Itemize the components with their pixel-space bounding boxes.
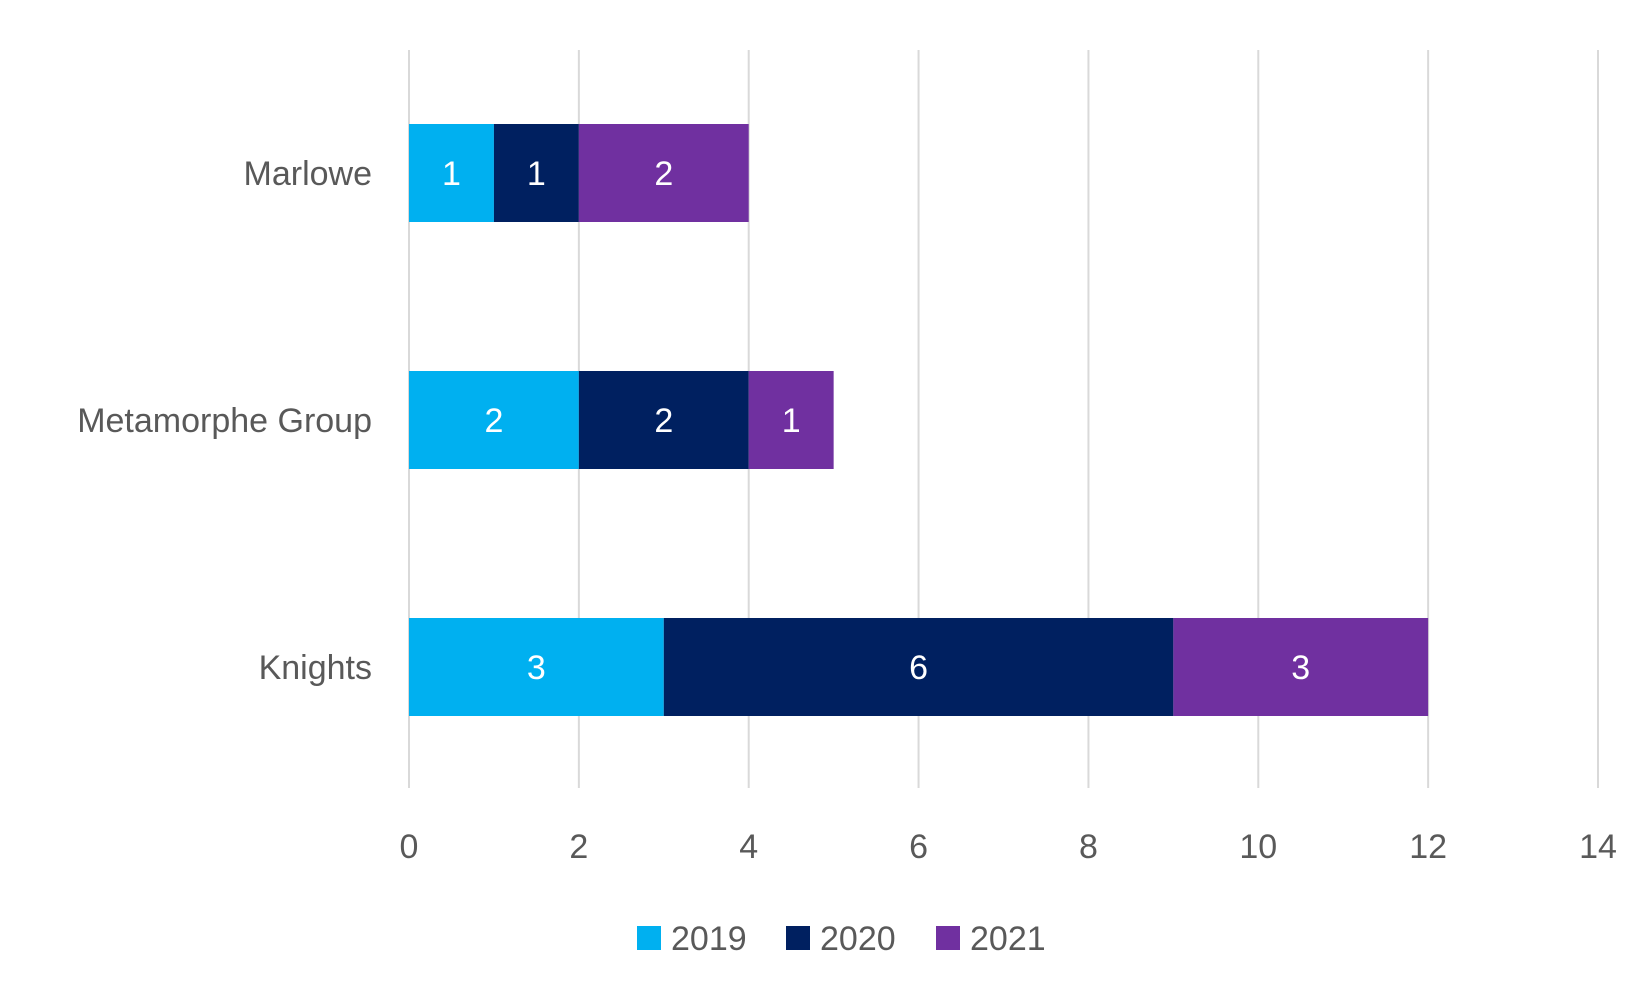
- x-tick-label: 6: [909, 828, 928, 866]
- x-tick-label: 12: [1409, 828, 1447, 866]
- bar-segment: [748, 371, 834, 469]
- x-tick-label: 2: [569, 828, 588, 866]
- data-label: 1: [442, 155, 461, 193]
- data-label: 2: [654, 155, 673, 193]
- legend-label: 2019: [671, 920, 747, 958]
- legend-swatch: [936, 926, 960, 950]
- bar-segment: [578, 124, 749, 222]
- data-label: 2: [654, 402, 673, 440]
- data-label: 1: [527, 155, 546, 193]
- legend-label: 2021: [970, 920, 1046, 958]
- data-label: 3: [1291, 649, 1310, 687]
- bar-segment: [409, 371, 579, 469]
- legend-label: 2020: [820, 920, 896, 958]
- bars: [409, 124, 1429, 716]
- x-tick-label: 0: [400, 828, 419, 866]
- x-tick-label: 14: [1579, 828, 1617, 866]
- bar-segment: [493, 124, 579, 222]
- legend-swatch: [637, 926, 661, 950]
- category-label: Metamorphe Group: [77, 402, 372, 440]
- data-label: 3: [527, 649, 546, 687]
- category-label: Marlowe: [244, 155, 372, 193]
- legend-swatch: [786, 926, 810, 950]
- bar-segment: [409, 124, 494, 222]
- x-tick-label: 4: [739, 828, 758, 866]
- data-label: 2: [484, 402, 503, 440]
- x-tick-label: 8: [1079, 828, 1098, 866]
- x-tick-label: 10: [1239, 828, 1277, 866]
- bar-segment: [578, 371, 749, 469]
- category-label: Knights: [259, 649, 372, 687]
- bar-segment: [1173, 618, 1429, 716]
- bar-segment: [409, 618, 664, 716]
- legend: 2019 2020 2021: [637, 920, 1046, 958]
- data-labels: 1 1 2 2 2 1 3 6 3: [442, 155, 1310, 687]
- data-label: 6: [909, 649, 928, 687]
- bar-segment: [663, 618, 1174, 716]
- data-label: 1: [782, 402, 801, 440]
